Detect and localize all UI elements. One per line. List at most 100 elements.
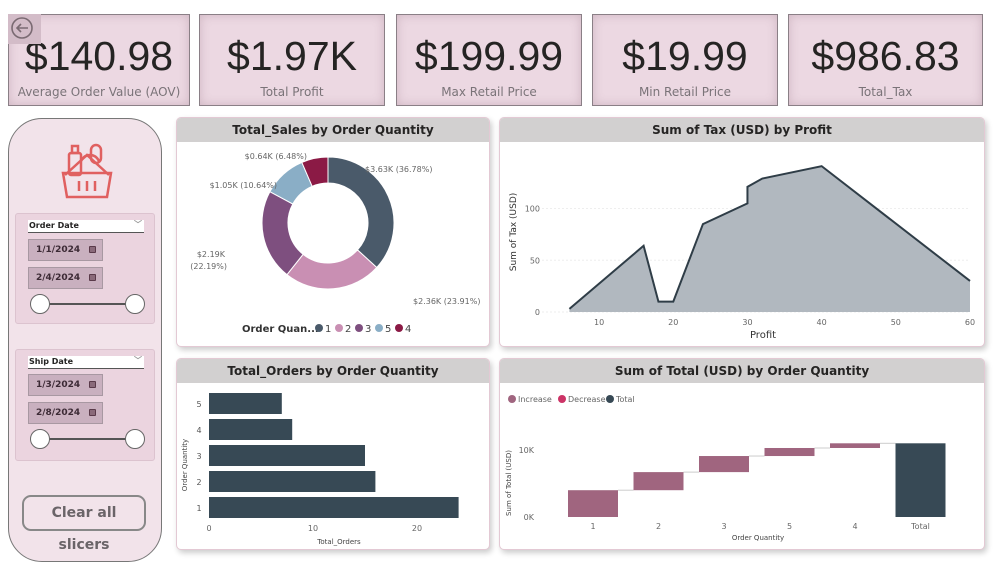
bar-1 — [209, 497, 459, 518]
calendar-icon[interactable] — [89, 409, 96, 416]
x-tick-label: Total — [910, 522, 930, 531]
chart-title: Total_Orders by Order Quantity — [177, 359, 489, 383]
y-tick-label: 100 — [525, 205, 540, 214]
y-tick-label: 4 — [196, 426, 201, 435]
slider-start-handle[interactable] — [30, 429, 50, 449]
legend-label: 2 — [345, 324, 351, 335]
waterfall-bar-4 — [830, 443, 880, 448]
x-tick-label: 0 — [206, 524, 211, 533]
bar-4 — [209, 419, 293, 440]
legend-label: 3 — [365, 324, 371, 335]
legend-marker — [315, 324, 323, 332]
y-tick-label: 1 — [196, 504, 201, 513]
legend-title: Order Quan... — [242, 324, 319, 335]
x-tick-label: 30 — [742, 318, 752, 327]
x-tick-label: 10 — [594, 318, 604, 327]
area-chart: 0 50 100 10 20 30 40 50 60 Profit Sum of Tax (USD) — [509, 165, 975, 341]
kpi-label: Max Retail Price — [441, 85, 537, 99]
kpi-value: $140.98 — [24, 33, 174, 79]
legend-marker — [335, 324, 343, 332]
slider-end-handle[interactable] — [125, 429, 145, 449]
arrow-left-circle-icon — [11, 17, 33, 39]
waterfall-chart-card: Sum of Total (USD) by Order Quantity Inc… — [499, 358, 985, 550]
date-value: 2/4/2024 — [36, 273, 81, 283]
y-tick-label: 0 — [535, 308, 540, 317]
slider-end-handle[interactable] — [125, 294, 145, 314]
donut-chart: $3.63K (36.78%) $2.36K (23.91%) $2.19K (22.… — [190, 152, 480, 335]
bar-5 — [209, 393, 282, 414]
calendar-icon[interactable] — [89, 274, 96, 281]
ship-date-slicer: Ship Date ﹀ 1/3/2024 2/8/2024 — [15, 349, 155, 461]
calendar-icon[interactable] — [89, 381, 96, 388]
slice-label: $1.05K (10.64%) — [210, 181, 277, 190]
y-tick-label: 5 — [196, 400, 201, 409]
kpi-label: Min Retail Price — [638, 85, 732, 99]
start-date-input[interactable]: 1/1/2024 — [28, 239, 103, 261]
kpi-label: Average Order Value (AOV) — [17, 85, 181, 99]
kpi-value: $1.97K — [227, 33, 357, 79]
legend-label: 4 — [405, 324, 411, 335]
kpi-card-aov: $140.98 Average Order Value (AOV) — [8, 14, 190, 106]
slice-label: $2.19K — [197, 250, 226, 259]
x-axis-title: Order Quantity — [732, 534, 784, 542]
kpi-value: $19.99 — [622, 33, 748, 79]
waterfall-bar-Total — [895, 443, 946, 517]
kpi-card-total-profit: $1.97K Total Profit — [199, 14, 385, 106]
area-line — [568, 165, 971, 310]
x-tick-label: 50 — [891, 318, 901, 327]
y-tick-label: 10K — [519, 446, 535, 455]
slice-label: $2.36K (23.91%) — [413, 297, 480, 306]
chevron-down-icon[interactable]: ﹀ — [134, 356, 142, 365]
waterfall-bar-3 — [699, 456, 749, 473]
date-value: 2/8/2024 — [36, 408, 81, 418]
area-chart-card: Sum of Tax (USD) by Profit 0 50 100 10 20 30 4… — [499, 117, 985, 347]
y-tick-label: 50 — [530, 256, 540, 265]
x-tick-label: 5 — [787, 522, 792, 531]
chart-title: Total_Sales by Order Quantity — [177, 118, 489, 142]
x-axis-title: Profit — [750, 330, 776, 341]
x-tick-label: 40 — [817, 318, 827, 327]
donut-slice-3 — [261, 190, 304, 276]
kpi-value: $199.99 — [414, 33, 564, 79]
donut-slice-4 — [301, 156, 329, 187]
end-date-input[interactable]: 2/4/2024 — [28, 267, 103, 289]
calendar-icon[interactable] — [89, 246, 96, 253]
slider-start-handle[interactable] — [30, 294, 50, 314]
x-tick-label: 60 — [965, 318, 975, 327]
clear-all-slicers-button[interactable]: Clear all slicers — [22, 495, 146, 553]
x-tick-label: 2 — [656, 522, 661, 531]
legend-marker — [606, 395, 614, 403]
legend-marker — [375, 324, 383, 332]
waterfall-bar-1 — [568, 490, 618, 517]
bar-2 — [209, 471, 376, 492]
date-value: 1/3/2024 — [36, 380, 81, 390]
date-value: 1/1/2024 — [36, 245, 81, 255]
legend-label: 5 — [385, 324, 391, 335]
legend-label: Increase — [518, 395, 552, 404]
bar-chart-card: Total_Orders by Order Quantity 5 4 3 2 1 0 10 2… — [176, 358, 490, 550]
kpi-card-min-retail-price: $19.99 Min Retail Price — [592, 14, 778, 106]
order-date-slicer: Order Date ﹀ 1/1/2024 2/4/2024 — [15, 213, 155, 324]
chart-title: Sum of Tax (USD) by Profit — [500, 118, 984, 142]
date-range-slider[interactable] — [38, 303, 135, 305]
waterfall-chart: Increase Decrease Total 0K 10K 1 2 3 5 4 Total Orde… — [505, 395, 946, 542]
slicer-title[interactable]: Order Date ﹀ — [28, 220, 144, 233]
slicer-title-text: Ship Date — [29, 357, 73, 366]
y-tick-label: 0K — [524, 513, 535, 522]
x-tick-label: 20 — [668, 318, 678, 327]
date-range-slider[interactable] — [38, 438, 135, 440]
slice-label: $0.64K (6.48%) — [245, 152, 307, 161]
waterfall-bar-5 — [764, 447, 815, 457]
chart-title: Sum of Total (USD) by Order Quantity — [500, 359, 984, 383]
end-date-input[interactable]: 2/8/2024 — [28, 402, 103, 424]
start-date-input[interactable]: 1/3/2024 — [28, 374, 103, 396]
chevron-down-icon[interactable]: ﹀ — [134, 220, 142, 229]
back-button[interactable] — [8, 14, 41, 44]
donut-chart-card: Total_Sales by Order Quantity $3.63K (36… — [176, 117, 490, 347]
slice-label: (22.19%) — [190, 262, 227, 271]
slice-label: $3.63K (36.78%) — [365, 165, 432, 174]
grocery-basket-icon — [61, 143, 113, 199]
slicer-title[interactable]: Ship Date ﹀ — [28, 356, 144, 369]
legend-label: Total — [615, 395, 635, 404]
